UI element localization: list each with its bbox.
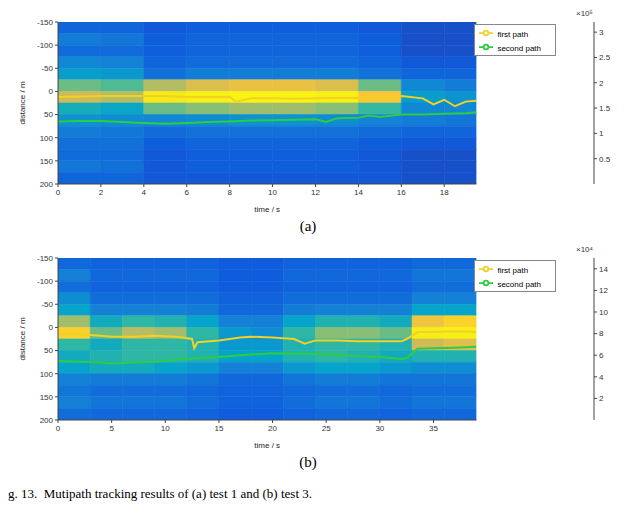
svg-text:-100: -100 (37, 41, 54, 50)
svg-text:time / s: time / s (254, 205, 280, 214)
svg-text:100: 100 (40, 370, 54, 379)
html-text:(b): (b) (299, 454, 317, 470)
svg-text:20: 20 (268, 424, 277, 433)
svg-text:0: 0 (49, 323, 54, 332)
svg-text:150: 150 (40, 393, 54, 402)
svg-text:0: 0 (56, 188, 61, 197)
svg-text:10: 10 (161, 424, 170, 433)
svg-text:2: 2 (99, 188, 104, 197)
svg-text:200: 200 (40, 416, 54, 425)
svg-text:50: 50 (44, 346, 53, 355)
svg-text:1: 1 (599, 129, 604, 138)
svg-text:0: 0 (56, 424, 61, 433)
svg-text:5: 5 (109, 424, 114, 433)
svg-text:14: 14 (354, 188, 363, 197)
svg-text:2: 2 (599, 394, 604, 403)
svg-text:18: 18 (440, 188, 449, 197)
html-text:×10⁴: ×10⁴ (576, 245, 593, 254)
svg-text:12: 12 (599, 286, 608, 295)
svg-text:35: 35 (429, 424, 438, 433)
svg-text:10: 10 (268, 188, 277, 197)
svg-text:0: 0 (49, 87, 54, 96)
svg-text:15: 15 (214, 424, 223, 433)
svg-text:16: 16 (397, 188, 406, 197)
html-text:second path: second path (497, 44, 541, 54)
svg-text:-150: -150 (37, 18, 54, 27)
svg-text:12: 12 (311, 188, 320, 197)
html-text:first path: first path (497, 30, 529, 40)
svg-text:6: 6 (599, 351, 604, 360)
html-text:first path: first path (497, 266, 529, 276)
svg-text:1.5: 1.5 (599, 104, 611, 113)
svg-text:2.5: 2.5 (599, 53, 611, 62)
svg-text:distance / m: distance / m (18, 317, 27, 360)
svg-text:4: 4 (599, 373, 604, 382)
svg-text:150: 150 (40, 157, 54, 166)
svg-text:6: 6 (185, 188, 190, 197)
svg-text:10: 10 (599, 308, 608, 317)
svg-text:4: 4 (142, 188, 147, 197)
svg-text:2: 2 (599, 79, 604, 88)
svg-text:50: 50 (44, 110, 53, 119)
svg-text:0.5: 0.5 (599, 155, 611, 164)
svg-text:8: 8 (599, 329, 604, 338)
html-text:second path: second path (497, 280, 541, 290)
svg-text:100: 100 (40, 134, 54, 143)
svg-text:-100: -100 (37, 277, 54, 286)
svg-text:3: 3 (599, 28, 604, 37)
svg-text:30: 30 (375, 424, 384, 433)
svg-text:-50: -50 (41, 300, 53, 309)
svg-text:time / s: time / s (254, 441, 280, 450)
svg-text:200: 200 (40, 180, 54, 189)
svg-text:-150: -150 (37, 254, 54, 263)
svg-text:25: 25 (322, 424, 331, 433)
svg-text:8: 8 (227, 188, 232, 197)
html-text:×10⁵: ×10⁵ (576, 9, 593, 18)
svg-text:distance / m: distance / m (18, 81, 27, 124)
html-text:(a): (a) (299, 218, 317, 234)
svg-text:14: 14 (599, 265, 608, 274)
html-text:g. 13. Mutipath tracking resul: g. 13. Mutipath tracking results of (a) … (8, 486, 312, 501)
svg-text:-50: -50 (41, 64, 53, 73)
